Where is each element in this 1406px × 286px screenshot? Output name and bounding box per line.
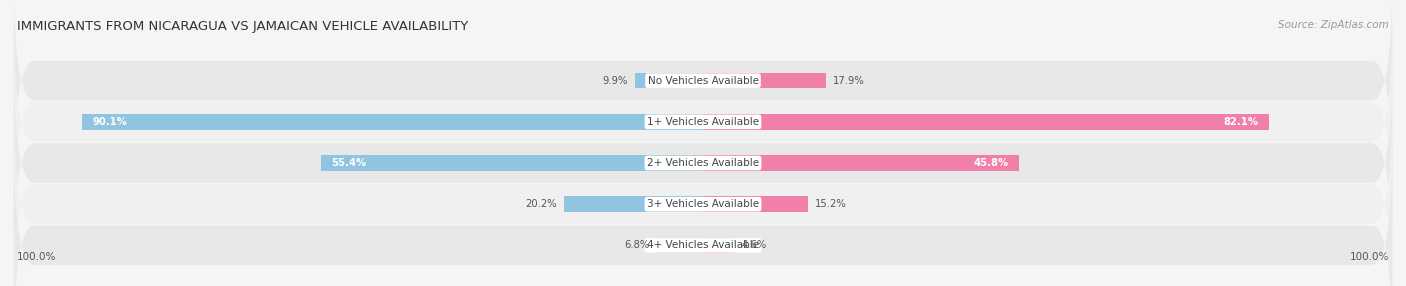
Bar bbox=[564, 196, 703, 212]
Text: 3+ Vehicles Available: 3+ Vehicles Available bbox=[647, 199, 759, 209]
FancyBboxPatch shape bbox=[14, 59, 1392, 267]
Text: 90.1%: 90.1% bbox=[93, 117, 127, 127]
Bar bbox=[82, 114, 703, 130]
Bar bbox=[703, 196, 808, 212]
Text: 82.1%: 82.1% bbox=[1223, 117, 1258, 127]
Text: Source: ZipAtlas.com: Source: ZipAtlas.com bbox=[1278, 20, 1389, 30]
Text: 55.4%: 55.4% bbox=[332, 158, 367, 168]
Bar bbox=[657, 238, 703, 253]
Text: 100.0%: 100.0% bbox=[1350, 253, 1389, 262]
Text: 45.8%: 45.8% bbox=[973, 158, 1008, 168]
Text: 6.8%: 6.8% bbox=[624, 241, 650, 250]
Text: 2+ Vehicles Available: 2+ Vehicles Available bbox=[647, 158, 759, 168]
Text: IMMIGRANTS FROM NICARAGUA VS JAMAICAN VEHICLE AVAILABILITY: IMMIGRANTS FROM NICARAGUA VS JAMAICAN VE… bbox=[17, 20, 468, 33]
Bar bbox=[321, 155, 703, 171]
FancyBboxPatch shape bbox=[14, 100, 1392, 286]
Bar bbox=[703, 238, 735, 253]
Text: No Vehicles Available: No Vehicles Available bbox=[648, 76, 758, 86]
Bar bbox=[634, 73, 703, 88]
Bar bbox=[703, 155, 1019, 171]
Text: 20.2%: 20.2% bbox=[526, 199, 557, 209]
Text: 17.9%: 17.9% bbox=[834, 76, 865, 86]
Text: 1+ Vehicles Available: 1+ Vehicles Available bbox=[647, 117, 759, 127]
Text: 4.6%: 4.6% bbox=[741, 241, 766, 250]
FancyBboxPatch shape bbox=[14, 0, 1392, 184]
Bar bbox=[703, 114, 1268, 130]
Text: 4+ Vehicles Available: 4+ Vehicles Available bbox=[647, 241, 759, 250]
Bar bbox=[703, 73, 827, 88]
Text: 100.0%: 100.0% bbox=[17, 253, 56, 262]
Text: 9.9%: 9.9% bbox=[603, 76, 628, 86]
FancyBboxPatch shape bbox=[14, 142, 1392, 286]
FancyBboxPatch shape bbox=[14, 18, 1392, 226]
Text: 15.2%: 15.2% bbox=[814, 199, 846, 209]
